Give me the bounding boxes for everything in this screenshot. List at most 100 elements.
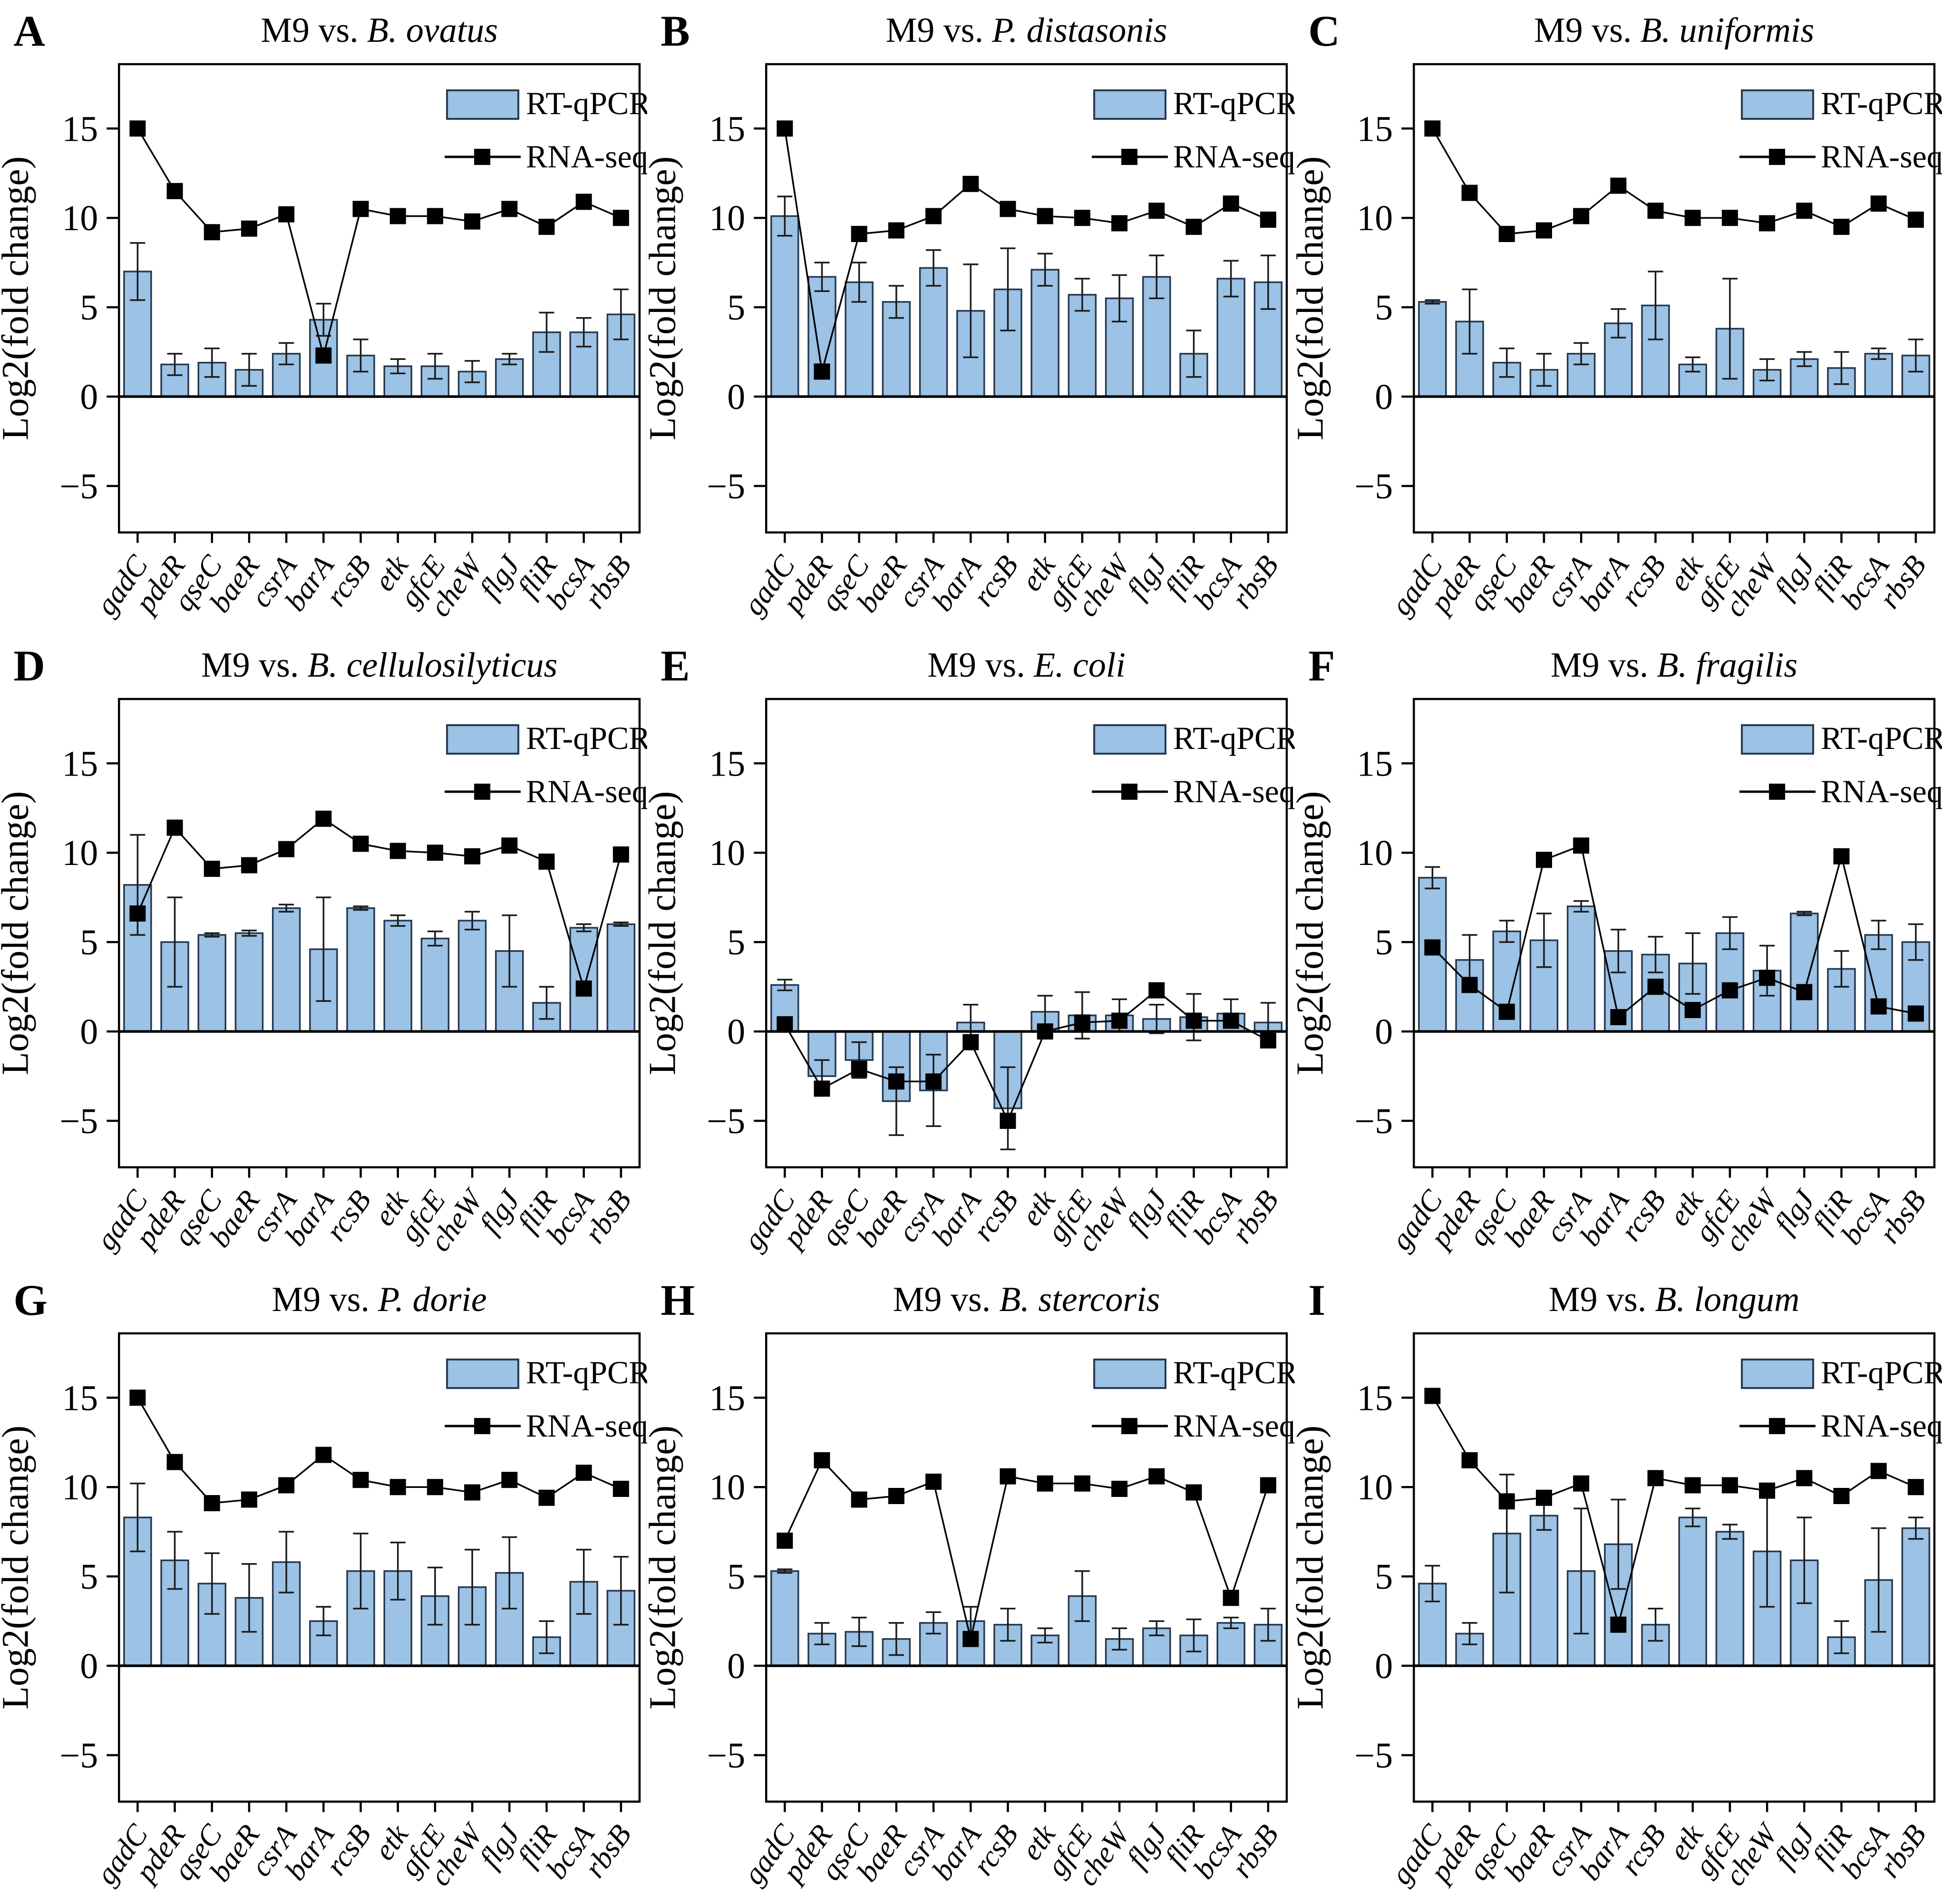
error-bar-rcsB	[1648, 1608, 1663, 1642]
rna-seq-marker-flgJ	[1148, 1468, 1165, 1485]
error-bar-barA	[1611, 1499, 1626, 1590]
rna-seq-marker-gadC	[129, 1389, 146, 1406]
y-tick-label: −5	[707, 1101, 746, 1141]
bar-qseC	[197, 934, 227, 1032]
error-bar-rbsB	[1261, 254, 1276, 310]
bar-flgJ	[1789, 912, 1819, 1032]
rna-seq-marker-rbsB	[612, 846, 629, 863]
panel-title-species: P. distasonis	[991, 11, 1167, 50]
rna-seq-marker-rcsB	[1647, 203, 1664, 219]
error-bar-cheW	[1112, 274, 1127, 322]
bar-csrA	[272, 907, 301, 1032]
y-tick-label: 15	[62, 744, 98, 784]
y-axis-label: Log2(fold change)	[1295, 156, 1331, 440]
y-tick-label: 5	[728, 1557, 746, 1597]
legend-line-label: RNA-seq	[1821, 773, 1942, 809]
error-bar-fliR	[1186, 1618, 1202, 1653]
rna-seq-marker-baeR	[888, 1488, 905, 1505]
error-bar-pdeR	[814, 262, 830, 292]
y-axis-label: Log2(fold change)	[1295, 1426, 1331, 1710]
error-bar-rcsB	[353, 1533, 369, 1610]
panel-letter: G	[13, 1276, 48, 1324]
error-bar-fliR	[539, 311, 554, 353]
rna-seq-marker-pdeR	[1461, 977, 1478, 993]
rna-seq-marker-rcsB	[1000, 201, 1016, 217]
error-bar-etk	[1685, 932, 1700, 995]
error-bar-gadC	[777, 978, 793, 991]
rna-seq-marker-csrA	[925, 1073, 942, 1089]
rna-seq-marker-bcsA	[575, 980, 592, 997]
error-bar-flgJ	[1796, 911, 1812, 916]
error-bar-baeR	[1536, 353, 1552, 387]
rna-seq-marker-rcsB	[1000, 1468, 1016, 1485]
rna-seq-marker-bcsA	[1223, 1012, 1240, 1029]
rna-seq-marker-bcsA	[575, 1465, 592, 1481]
rna-seq-marker-qseC	[851, 1491, 868, 1508]
error-bar-fliR	[1834, 950, 1849, 988]
error-bar-pdeR	[1462, 1622, 1477, 1646]
panel-title: M9 vs. P. distasonis	[886, 11, 1167, 50]
error-bar-csrA	[926, 1611, 942, 1635]
rna-seq-marker-baeR	[888, 1073, 905, 1089]
error-bar-barA	[1611, 928, 1626, 973]
legend-bar-swatch	[1093, 89, 1167, 120]
chart-D: D M9 vs. B. cellulosilyticus Log2(fold chan…	[0, 641, 647, 1257]
error-bar-rbsB	[613, 921, 629, 927]
gene-label-rcsB: rcsB	[1613, 1818, 1672, 1882]
rna-seq-marker-fliR	[1833, 1488, 1850, 1505]
panel-title: M9 vs. B. uniformis	[1534, 11, 1814, 50]
y-tick-label: 10	[62, 198, 98, 238]
bar-gadC	[770, 215, 799, 398]
plot-box	[1412, 698, 1935, 1168]
chart-F: F M9 vs. B. fragilis Log2(fold change) 15 10 5…	[1295, 641, 1942, 1257]
error-bar-csrA	[1573, 900, 1589, 913]
error-bar-qseC	[204, 1552, 220, 1615]
error-bar-cheW	[465, 1549, 480, 1626]
error-bar-rcsB	[1000, 1066, 1016, 1150]
legend-line-marker	[474, 1418, 491, 1435]
panel-title-species: P. dorie	[378, 1280, 487, 1319]
gene-label-rcsB: rcsB	[966, 1818, 1025, 1882]
panel-title: M9 vs. E. coli	[928, 646, 1126, 685]
rna-seq-marker-flgJ	[501, 1472, 518, 1488]
bar-etk	[1678, 1516, 1707, 1667]
error-bar-rbsB	[613, 1556, 629, 1626]
legend-line-marker	[1121, 1418, 1138, 1435]
legend-bar-swatch	[1093, 1359, 1167, 1389]
error-bar-baeR	[1536, 912, 1552, 968]
panel-title-prefix: M9 vs.	[201, 646, 299, 685]
panel-G: G M9 vs. P. dorie Log2(fold change) 15 10 5 0 −5…	[0, 1269, 647, 1904]
error-bar-etk	[1685, 1507, 1700, 1527]
y-tick-label: 10	[1357, 1468, 1393, 1508]
legend-line-marker	[474, 148, 491, 165]
rna-seq-marker-etk	[1684, 1001, 1701, 1018]
rna-seq-marker-fliR	[538, 1490, 555, 1506]
legend-bar-label: RT-qPCR	[1821, 1354, 1942, 1390]
y-axis-label: Log2(fold change)	[647, 791, 683, 1075]
rna-seq-marker-pdeR	[814, 363, 830, 380]
rna-seq-marker-barA	[1610, 177, 1627, 194]
rna-seq-marker-flgJ	[1148, 203, 1165, 219]
panel-title-species: B. fragilis	[1657, 646, 1797, 685]
y-axis-label: Log2(fold change)	[0, 156, 36, 440]
panel-letter: F	[1308, 641, 1335, 690]
legend-bar-swatch	[1740, 1359, 1814, 1389]
rna-seq-marker-cheW	[1758, 215, 1775, 232]
legend-bar-swatch	[1740, 89, 1814, 120]
bar-baeR	[234, 932, 264, 1032]
legend-bar-label: RT-qPCR	[526, 85, 647, 121]
rna-seq-marker-etk	[389, 208, 406, 224]
error-bar-csrA	[279, 903, 294, 913]
plot-box	[118, 698, 641, 1168]
y-tick-label: −5	[1354, 1736, 1393, 1776]
error-bar-rcsB	[1648, 271, 1663, 340]
rna-seq-marker-pdeR	[814, 1080, 830, 1097]
y-tick-label: 10	[62, 1468, 98, 1508]
rna-seq-marker-rcsB	[352, 201, 369, 217]
bar-gfcE	[1068, 294, 1097, 398]
error-bar-barA	[316, 896, 331, 1002]
rna-seq-marker-cheW	[1111, 1481, 1128, 1497]
error-bar-bcsA	[1223, 260, 1239, 298]
y-axis-label: Log2(fold change)	[0, 1426, 36, 1710]
